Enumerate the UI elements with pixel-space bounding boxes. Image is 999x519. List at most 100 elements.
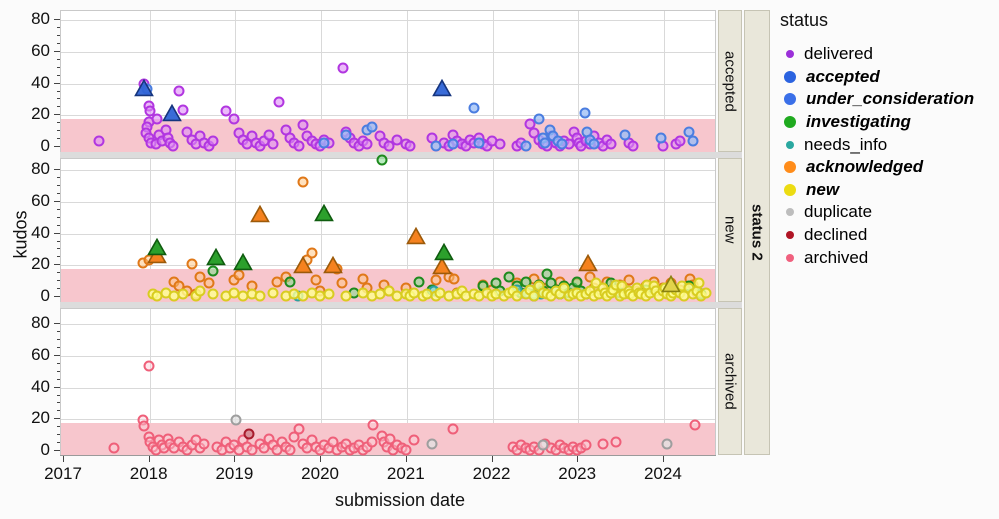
data-point-investigating[interactable] — [503, 271, 515, 283]
data-point-acknowledged[interactable] — [297, 176, 309, 188]
data-point-delivered[interactable] — [273, 96, 285, 108]
data-point-delivered[interactable] — [627, 140, 639, 152]
data-point-archived[interactable] — [384, 433, 396, 445]
data-point-archived[interactable] — [689, 419, 701, 431]
data-point-delivered[interactable] — [674, 135, 686, 147]
data-point-delivered[interactable] — [220, 105, 232, 117]
data-point-under_consideration[interactable] — [556, 138, 568, 150]
data-point-new[interactable] — [254, 290, 266, 302]
data-point-acknowledged[interactable] — [584, 271, 596, 283]
data-point-delivered[interactable] — [173, 85, 185, 97]
data-point-archived[interactable] — [246, 444, 258, 456]
data-point-investigating[interactable] — [413, 276, 425, 288]
data-point-archived[interactable] — [400, 444, 412, 456]
data-point-delivered[interactable] — [383, 140, 395, 152]
data-point-acknowledged-triangle[interactable] — [406, 227, 426, 245]
data-point-investigating[interactable] — [376, 154, 388, 166]
data-point-delivered[interactable] — [293, 140, 305, 152]
data-point-archived[interactable] — [108, 442, 120, 454]
data-point-delivered[interactable] — [144, 105, 156, 117]
data-point-under_consideration[interactable] — [318, 137, 330, 149]
data-point-archived[interactable] — [143, 360, 155, 372]
data-point-investigating-triangle[interactable] — [147, 238, 168, 256]
data-point-delivered[interactable] — [228, 113, 240, 125]
data-point-under_consideration[interactable] — [447, 138, 459, 150]
data-point-delivered[interactable] — [337, 62, 349, 74]
data-point-under_consideration[interactable] — [366, 121, 378, 133]
data-point-acknowledged-triangle[interactable] — [293, 255, 313, 274]
data-point-accepted-triangle[interactable] — [161, 104, 182, 122]
data-point-acknowledged-triangle[interactable] — [323, 255, 343, 274]
data-point-acknowledged-triangle[interactable] — [250, 205, 270, 223]
legend-item-under_consideration[interactable]: under_consideration — [780, 88, 995, 111]
legend-item-duplicate[interactable]: duplicate — [780, 201, 995, 224]
data-point-under_consideration[interactable] — [619, 129, 631, 141]
data-point-investigating[interactable] — [284, 276, 296, 288]
data-point-acknowledged[interactable] — [623, 274, 635, 286]
data-point-delivered[interactable] — [167, 140, 179, 152]
data-point-archived[interactable] — [408, 434, 420, 446]
data-point-archived[interactable] — [198, 438, 210, 450]
data-point-delivered[interactable] — [605, 138, 617, 150]
legend-item-investigating[interactable]: investigating — [780, 111, 995, 134]
data-point-acknowledged[interactable] — [448, 273, 460, 285]
data-point-acknowledged[interactable] — [271, 276, 283, 288]
data-point-investigating-triangle[interactable] — [434, 243, 455, 261]
data-point-under_consideration[interactable] — [588, 138, 600, 150]
data-point-new[interactable] — [700, 287, 712, 299]
data-point-acknowledged-triangle[interactable] — [578, 254, 599, 272]
data-point-accepted-triangle[interactable] — [431, 78, 452, 97]
data-point-duplicate[interactable] — [230, 414, 242, 426]
data-point-under_consideration[interactable] — [655, 132, 667, 144]
data-point-under_consideration[interactable] — [539, 137, 551, 149]
legend-item-accepted[interactable]: accepted — [780, 66, 995, 89]
data-point-new[interactable] — [207, 288, 219, 300]
data-point-accepted-triangle[interactable] — [134, 78, 155, 97]
data-point-under_consideration[interactable] — [468, 102, 480, 114]
data-point-delivered[interactable] — [361, 138, 373, 150]
data-point-new-triangle[interactable] — [660, 274, 681, 293]
data-point-under_consideration[interactable] — [473, 137, 485, 149]
data-point-acknowledged[interactable] — [233, 269, 245, 281]
data-point-archived[interactable] — [138, 420, 150, 432]
data-point-investigating-triangle[interactable] — [233, 252, 253, 271]
data-point-acknowledged[interactable] — [336, 277, 348, 289]
legend-item-new[interactable]: new — [780, 179, 995, 202]
data-point-new[interactable] — [340, 290, 352, 302]
data-point-delivered[interactable] — [404, 140, 416, 152]
data-point-duplicate[interactable] — [426, 438, 437, 450]
data-point-new[interactable] — [693, 277, 705, 289]
data-point-new[interactable] — [194, 285, 206, 297]
data-point-acknowledged[interactable] — [310, 274, 322, 286]
data-point-investigating[interactable] — [207, 265, 219, 277]
data-point-delivered[interactable] — [494, 138, 506, 150]
data-point-archived[interactable] — [597, 438, 609, 450]
data-point-acknowledged-triangle[interactable] — [431, 257, 452, 275]
data-point-acknowledged[interactable] — [430, 274, 442, 286]
data-point-duplicate[interactable] — [661, 438, 673, 450]
data-point-delivered[interactable] — [177, 104, 189, 116]
data-point-investigating-triangle[interactable] — [205, 247, 226, 266]
data-point-under_consideration[interactable] — [340, 129, 352, 141]
legend-item-acknowledged[interactable]: acknowledged — [780, 156, 995, 179]
legend-item-archived[interactable]: archived — [780, 246, 995, 269]
data-point-delivered[interactable] — [297, 119, 309, 131]
data-point-archived[interactable] — [293, 423, 305, 435]
data-point-under_consideration[interactable] — [687, 135, 699, 147]
data-point-declined[interactable] — [243, 428, 255, 440]
data-point-under_consideration[interactable] — [579, 107, 591, 119]
data-point-new[interactable] — [267, 287, 279, 299]
legend-item-declined[interactable]: declined — [780, 224, 995, 247]
data-point-new[interactable] — [323, 288, 335, 300]
data-point-under_consideration[interactable] — [430, 140, 442, 152]
data-point-delivered[interactable] — [93, 135, 105, 147]
legend-item-needs_info[interactable]: needs_info — [780, 133, 995, 156]
data-point-investigating-triangle[interactable] — [314, 203, 335, 221]
data-point-archived[interactable] — [447, 423, 459, 435]
legend-item-delivered[interactable]: delivered — [780, 43, 995, 66]
data-point-new[interactable] — [177, 288, 189, 300]
data-point-under_consideration[interactable] — [533, 113, 545, 125]
data-point-acknowledged[interactable] — [186, 258, 198, 270]
data-point-delivered[interactable] — [207, 135, 219, 147]
data-point-archived[interactable] — [284, 444, 296, 456]
